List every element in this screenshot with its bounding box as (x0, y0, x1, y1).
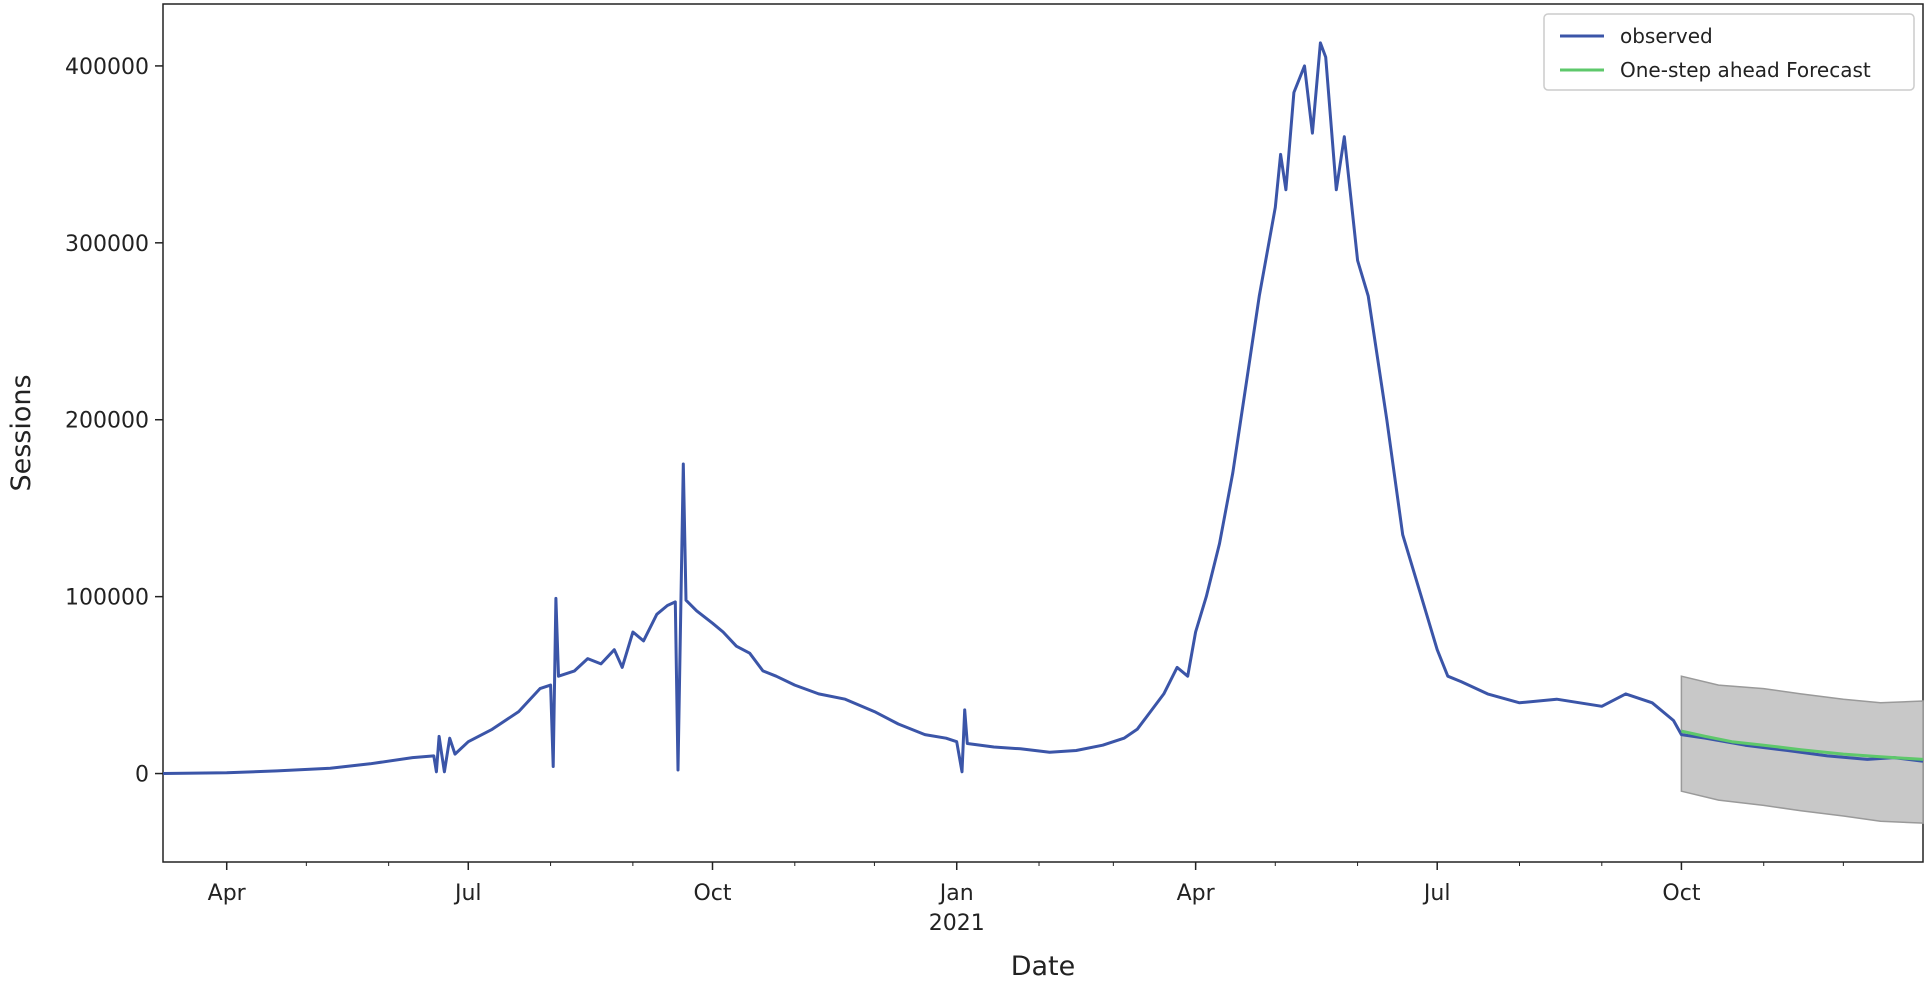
plot-frame (162, 3, 1924, 863)
y-tick-label: 300000 (65, 232, 149, 257)
legend: observed One-step ahead Forecast (1543, 13, 1915, 91)
x-tick-year-label: 2021 (929, 911, 985, 936)
y-tick-label: 200000 (65, 409, 149, 434)
series-line-observed (162, 41, 1924, 775)
y-tick-label: 100000 (65, 586, 149, 611)
x-tick-label: Jan (938, 881, 974, 906)
x-tick-label: Jul (1422, 881, 1451, 906)
x-tick-label: Oct (1662, 881, 1700, 906)
legend-label-forecast: One-step ahead Forecast (1620, 58, 1871, 82)
series-layer (162, 41, 1924, 775)
x-tick-label: Oct (693, 881, 731, 906)
legend-box (1543, 13, 1915, 91)
y-tick-label: 0 (135, 763, 149, 788)
series-line-forecast (1681, 729, 1924, 761)
x-axis-label: Date (1011, 951, 1076, 982)
y-axis-label: Sessions (6, 374, 37, 491)
y-tick-label: 400000 (65, 55, 149, 80)
legend-label-observed: observed (1620, 24, 1713, 48)
x-tick-label: Apr (208, 881, 247, 906)
x-axis: Apr Jul Oct Jan 2021 Apr Jul Oct (208, 862, 1844, 936)
x-tick-label: Jul (453, 881, 482, 906)
x-tick-label: Apr (1177, 881, 1216, 906)
y-axis: 0 100000 200000 300000 400000 (65, 55, 163, 788)
